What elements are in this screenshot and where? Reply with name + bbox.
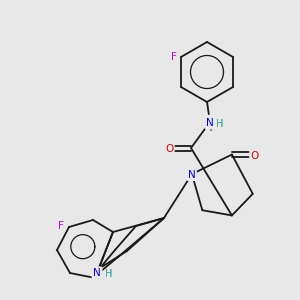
Text: O: O: [165, 144, 173, 154]
Text: H: H: [216, 119, 224, 129]
Text: F: F: [171, 52, 177, 62]
Text: H: H: [216, 119, 224, 129]
Text: H: H: [105, 269, 112, 279]
Text: N: N: [188, 170, 196, 180]
Text: F: F: [58, 221, 64, 231]
Text: N: N: [206, 118, 214, 128]
Text: F: F: [58, 221, 64, 231]
Text: O: O: [165, 144, 173, 154]
Text: F: F: [171, 52, 177, 62]
Text: O: O: [251, 151, 259, 160]
Text: O: O: [251, 151, 259, 160]
Text: N: N: [206, 118, 214, 128]
Text: N: N: [188, 170, 196, 180]
Text: N: N: [93, 268, 101, 278]
Text: H: H: [105, 269, 112, 279]
Text: N: N: [93, 268, 101, 278]
